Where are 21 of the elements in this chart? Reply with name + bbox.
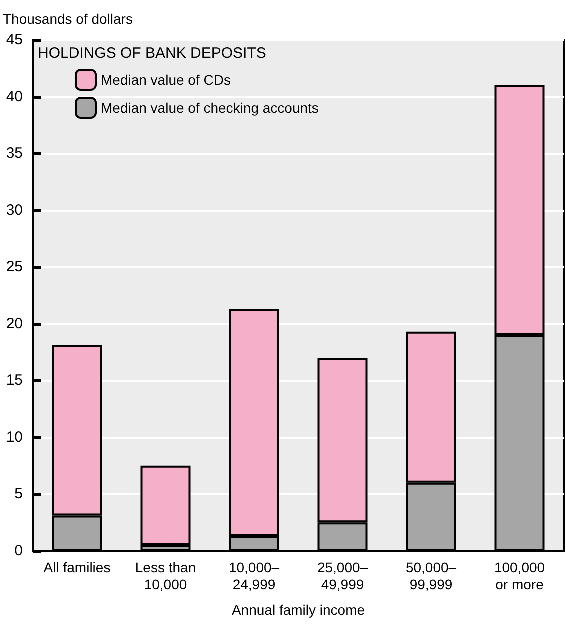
x-tick-label: 100,000 or more <box>494 560 546 592</box>
y-tick-label: 25 <box>6 258 23 276</box>
y-tick-label: 10 <box>6 428 23 446</box>
y-axis-title: Thousands of dollars <box>3 11 133 27</box>
y-tick-label: 35 <box>6 145 23 162</box>
y-tick-label: 45 <box>6 32 23 48</box>
legend-label: Median value of checking accounts <box>101 100 319 116</box>
y-tick-label: 5 <box>14 486 23 503</box>
legend-label: Median value of CDs <box>101 72 231 88</box>
x-tick-label: 10,000– 24,999 <box>228 560 280 592</box>
y-tick-label: 0 <box>14 542 23 560</box>
x-tick-label: 25,000– 49,999 <box>317 560 368 592</box>
x-axis-title: Annual family income <box>232 602 366 618</box>
y-tick-label: 40 <box>6 88 23 106</box>
x-tick-label: Less than 10,000 <box>135 560 196 592</box>
legend-title: HOLDINGS OF BANK DEPOSITS <box>38 45 266 62</box>
x-tick-label: 50,000– 99,999 <box>406 560 457 592</box>
y-tick-label: 30 <box>6 202 23 219</box>
y-tick-label: 20 <box>6 315 23 332</box>
x-tick-label: All families <box>44 560 111 576</box>
y-tick-label: 15 <box>6 372 23 390</box>
